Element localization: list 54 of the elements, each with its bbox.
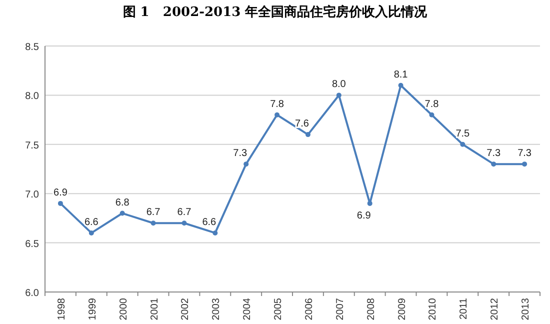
x-tick-label: 2005 [273, 298, 284, 320]
point [58, 200, 63, 206]
y-tick-label: 6.5 [25, 238, 40, 250]
x-tick-label: 2002 [180, 298, 192, 320]
x-tick-label: 1998 [56, 298, 68, 320]
data-label: 7.3 [486, 148, 501, 160]
point [212, 230, 218, 236]
data-label: 6.6 [84, 216, 99, 228]
point [120, 210, 125, 216]
data-label: 7.3 [518, 148, 532, 160]
chart-title: 图 1 2002-2013 年全国商品住宅房价收入比情况 [122, 4, 428, 20]
y-tick-label: 7.5 [25, 140, 40, 152]
data-label: 7.5 [456, 128, 470, 140]
y-tick-label: 8.5 [25, 42, 40, 53]
point [460, 142, 466, 147]
x-tick-label: 2013 [520, 298, 532, 320]
data-label: 6.8 [115, 197, 130, 208]
point [491, 162, 496, 167]
point [150, 220, 156, 226]
y-tick-label: 6.0 [25, 288, 40, 299]
x-tick-label: 2010 [428, 298, 439, 320]
x-tick-label: 2001 [149, 298, 160, 320]
point [274, 112, 280, 118]
data-label: 7.6 [295, 118, 310, 130]
data-label: 6.7 [177, 207, 192, 218]
data-label: 6.6 [202, 216, 217, 228]
data-label: 7.3 [233, 148, 248, 160]
x-tick-label: 2007 [334, 298, 346, 320]
point [429, 112, 434, 118]
x-tick-label: 2000 [118, 298, 130, 320]
data-label: 7.8 [270, 98, 284, 110]
data-label: 8.0 [332, 79, 346, 90]
data-label: 6.9 [356, 210, 372, 222]
point [398, 82, 404, 88]
data-label: 6.9 [54, 187, 68, 198]
x-tick-label: 2012 [490, 298, 501, 320]
y-tick-label: 8.0 [25, 91, 40, 102]
data-label: 8.1 [394, 69, 408, 80]
data-label: 6.7 [146, 207, 161, 218]
point [336, 92, 342, 98]
point [305, 132, 310, 138]
x-tick-label: 1999 [87, 298, 98, 320]
x-tick-label: 2008 [366, 298, 377, 320]
x-tick-label: 2011 [458, 298, 470, 320]
x-tick-label: 2009 [396, 298, 408, 320]
x-tick-label: 2006 [304, 298, 315, 320]
point [522, 162, 528, 167]
x-tick-label: 2004 [242, 298, 254, 320]
point [244, 162, 249, 167]
point [182, 220, 187, 226]
x-tick-label: 2003 [211, 298, 222, 320]
data-label: 7.8 [424, 98, 440, 110]
y-tick-label: 7.0 [25, 190, 40, 201]
point [88, 230, 94, 236]
